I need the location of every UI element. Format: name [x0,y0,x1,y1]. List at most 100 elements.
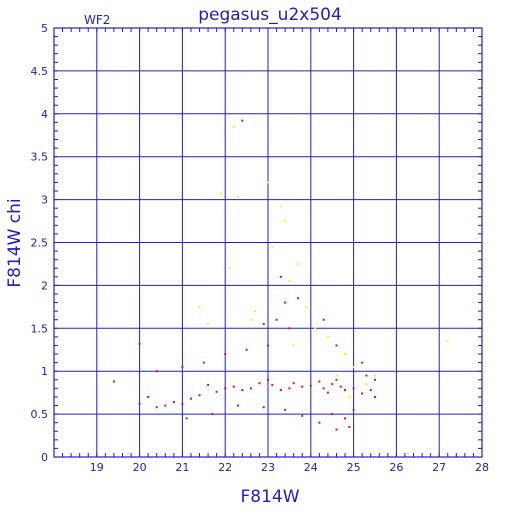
x-tick-label: 23 [261,461,275,474]
y-tick-label: 4.5 [31,65,49,78]
data-point [344,389,347,392]
y-tick-label: 3 [41,194,48,207]
data-point [202,361,205,364]
data-point [181,402,184,405]
data-point [232,125,235,128]
data-point [267,181,269,184]
y-tick-label: 1 [41,365,48,378]
data-point [288,387,291,390]
x-tick-label: 25 [347,461,361,474]
y-tick-labels: 0 0.5 1 1.5 2 2.5 3 3.5 4 4.5 5 [31,22,49,464]
data-point [181,365,184,368]
data-point [164,404,167,407]
data-point [198,305,201,308]
data-point [147,395,150,398]
data-point [237,404,240,407]
data-point [284,408,287,411]
data-point [348,395,351,398]
data-point [352,387,355,390]
data-point [296,297,299,300]
data-point [361,361,364,364]
data-point [288,280,291,283]
data-point [185,417,188,420]
data-point [365,383,368,386]
data-point [232,385,235,388]
data-point [267,344,269,347]
data-point [241,119,244,122]
y-axis-label: F814W chi [5,198,25,287]
data-point [331,383,334,386]
data-point [237,196,240,199]
data-point [245,348,248,351]
x-tick-label: 19 [90,461,104,474]
data-point [258,382,261,385]
data-point [374,378,376,381]
data-point [215,390,218,393]
y-tick-label: 1.5 [31,322,49,335]
y-tick-label: 0.5 [31,408,49,421]
data-point [155,370,158,373]
y-tick-label: 5 [41,22,48,35]
data-point [348,425,351,428]
data-point [284,220,287,223]
data-point [331,413,334,416]
data-point [198,394,201,397]
data-point [318,380,321,383]
data-point [228,267,231,270]
x-tick-label: 20 [133,461,147,474]
data-point [335,374,338,377]
x-tick-label: 28 [475,461,489,474]
data-point [344,353,347,356]
data-point [271,383,274,386]
data-point [296,262,299,265]
x-tick-labels: 19 20 21 22 23 24 25 26 27 28 [90,461,489,474]
data-points [112,119,449,431]
data-point [361,392,364,395]
data-point [352,365,355,368]
data-point [305,305,308,308]
data-point [241,389,244,392]
data-point [207,323,210,326]
data-point [219,192,222,195]
data-point [374,374,376,377]
data-point [279,205,282,208]
y-tick-label: 3.5 [31,151,49,164]
x-tick-label: 27 [432,461,446,474]
data-point [288,327,291,330]
x-axis-label: F814W [240,487,299,507]
data-point [326,391,329,394]
data-point [309,384,312,387]
data-point [301,385,304,388]
data-point [138,402,141,405]
x-tick-label: 26 [389,461,403,474]
data-point [249,318,252,321]
x-tick-label: 21 [175,461,189,474]
data-point [335,344,338,347]
data-point [322,318,325,321]
data-point [207,383,210,386]
x-tick-label: 24 [304,461,318,474]
data-point [284,301,287,304]
data-point [374,395,376,398]
data-point [262,406,265,409]
data-point [301,414,304,417]
data-point [339,385,342,388]
data-point [112,380,115,383]
data-point [322,387,325,390]
data-point [224,353,227,356]
data-point [446,340,449,343]
data-point [275,318,278,321]
data-point [314,327,317,330]
data-point [292,382,295,385]
x-tick-label: 22 [218,461,232,474]
data-point [172,401,175,404]
data-point [335,428,338,431]
corner-label: WF2 [84,13,110,27]
data-point [254,310,257,313]
data-point [249,387,252,390]
data-point [267,378,269,381]
data-point [335,378,338,381]
plot-frame [53,27,483,458]
data-point [365,374,368,377]
